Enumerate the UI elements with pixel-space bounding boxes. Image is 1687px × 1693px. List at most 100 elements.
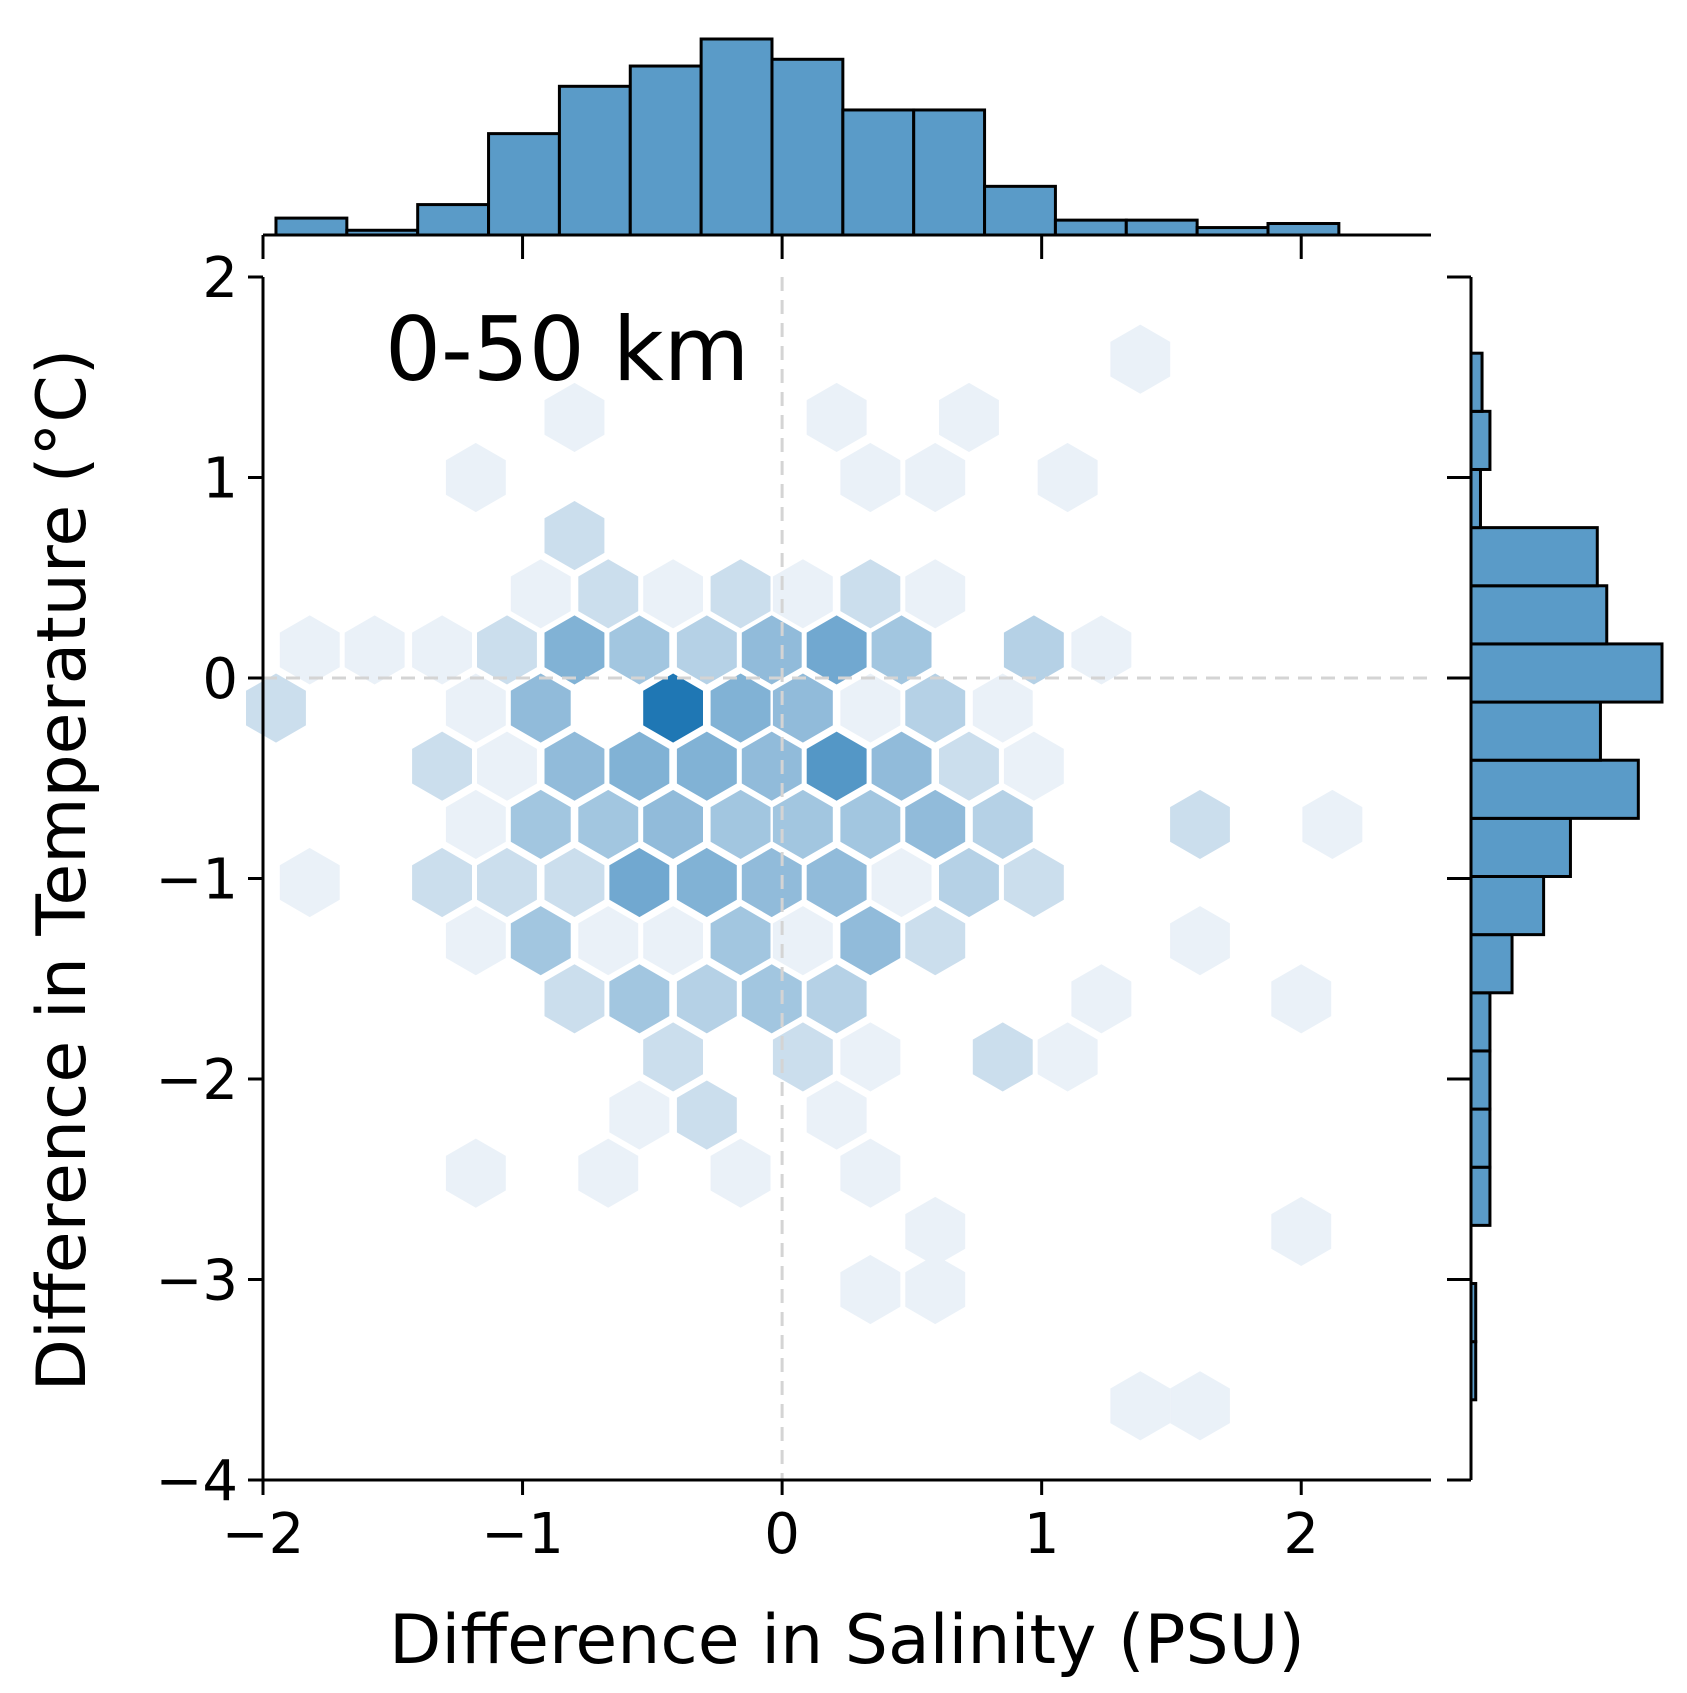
hexbin-cell <box>1271 1196 1332 1266</box>
hexbin-cell <box>609 1080 670 1150</box>
hexbin-cell <box>676 1080 737 1150</box>
x-tick-label: −2 <box>222 1502 305 1567</box>
x-hist-bar <box>557 84 632 237</box>
x-hist-bar <box>487 132 561 237</box>
hexbin-cell <box>840 789 901 859</box>
hexbin-cell <box>412 731 472 801</box>
hexbin-cell <box>643 673 703 743</box>
hexbin-cell <box>412 615 472 685</box>
hexbin-cell <box>412 847 472 918</box>
hexbin-cell <box>840 673 901 743</box>
hexbin-cell <box>710 1138 771 1208</box>
hexbin-cell <box>643 789 703 859</box>
hexbin-cell <box>939 382 999 452</box>
hexbin-cell <box>445 906 506 976</box>
hexbin-cell <box>477 615 537 685</box>
hexbin-cell <box>1110 1371 1171 1441</box>
hexbin-cell <box>578 789 639 859</box>
hexbin-cell <box>1071 615 1132 685</box>
hexbin-cell <box>1003 615 1064 685</box>
hexbin-cell <box>972 789 1033 859</box>
hexbin-cell <box>1003 847 1064 918</box>
y-hist-bar <box>1469 874 1546 937</box>
hexbin-cell <box>510 789 571 859</box>
hexbin-cell <box>676 847 737 918</box>
hexbin-cell <box>544 731 605 801</box>
hexbin-cell <box>772 559 833 629</box>
hexbin-cell <box>741 731 802 801</box>
hexbin-cell <box>246 673 306 743</box>
x-tick-label: −1 <box>481 1502 564 1567</box>
hexbin-cell <box>1271 964 1332 1034</box>
hexbin-cell <box>1170 789 1230 859</box>
hexbin-cell <box>972 673 1033 743</box>
hexbin-cell <box>905 906 966 976</box>
annotation-label: 0-50 km <box>385 298 749 401</box>
hexbin-cell <box>710 789 771 859</box>
hexbin-cell <box>710 559 771 629</box>
y-tick-label: −1 <box>155 848 238 913</box>
hexbin-cell <box>445 442 506 513</box>
hexbin-cell <box>905 442 966 513</box>
hexbin-cell <box>905 1254 966 1325</box>
hexbin-cell <box>578 559 639 629</box>
hexbin-cell <box>643 1022 703 1092</box>
y-hist-bar <box>1469 933 1514 995</box>
hexbin-cell <box>972 1022 1033 1092</box>
x-hist-bar <box>841 108 916 237</box>
hexbin-cell <box>544 847 605 918</box>
hexbin-cell <box>806 1080 867 1150</box>
y-hist-bar <box>1469 1107 1492 1169</box>
hexbin-cell <box>1037 442 1098 513</box>
hexbin-cell <box>840 442 901 513</box>
hexbin-cell <box>510 906 571 976</box>
hexbin-cell <box>643 559 703 629</box>
x-tick-label: 1 <box>1024 1502 1060 1567</box>
x-hist-bar <box>1124 218 1199 237</box>
hexbin-cell <box>939 847 999 918</box>
hexbin-cell <box>741 964 802 1034</box>
x-hist-bar <box>912 108 987 237</box>
hexbin-cell <box>840 1254 901 1325</box>
hexbin-cell <box>279 615 340 685</box>
hexbin-cell <box>676 731 737 801</box>
x-hist-bar <box>770 57 845 237</box>
hexbin-cell <box>544 615 605 685</box>
y-tick-label: −2 <box>155 1048 238 1113</box>
y-axis-title: Difference in Temperature (°C) <box>23 349 102 1392</box>
y-hist-bar <box>1469 409 1492 471</box>
hexbin-cell <box>510 673 571 743</box>
hexbin-cell <box>1037 1022 1098 1092</box>
hexbin-cell <box>1170 906 1230 976</box>
hexbin-cell <box>840 906 901 976</box>
hexbin-cell <box>609 731 670 801</box>
hexbin-cell <box>939 731 999 801</box>
hexbin-cell <box>741 615 802 685</box>
hexbin-cell <box>544 382 605 452</box>
hexbin-layer <box>246 324 1363 1441</box>
y-hist-bar <box>1469 1165 1492 1227</box>
hexbin-cell <box>1003 731 1064 801</box>
hexbin-cell <box>840 559 901 629</box>
y-tick-label: −4 <box>155 1449 238 1514</box>
hexbin-cell <box>1170 1371 1230 1441</box>
hexbin-cell <box>477 847 537 918</box>
x-hist-bar <box>628 64 703 237</box>
hexbin-cell <box>609 964 670 1034</box>
hexbin-cell <box>510 559 571 629</box>
hexbin-cell <box>544 501 605 571</box>
hexbin-cell <box>344 615 405 685</box>
hexbin-cell <box>806 382 867 452</box>
hexbin-cell <box>1302 789 1363 859</box>
x-hist-bar <box>1266 222 1341 237</box>
hexbin-cell <box>445 1138 506 1208</box>
hexbin-cell <box>840 1022 901 1092</box>
axes: −2 −1 0 1 2 −4 −3 −2 −1 0 1 2 <box>155 233 1473 1567</box>
y-hist-bar <box>1469 1049 1492 1111</box>
hexbin-cell <box>1110 324 1171 394</box>
hexbin-cell <box>609 847 670 918</box>
hexbin-cell <box>1071 964 1132 1034</box>
marginal-x-histogram <box>274 37 1341 237</box>
marginal-y-histogram <box>1469 351 1664 1402</box>
